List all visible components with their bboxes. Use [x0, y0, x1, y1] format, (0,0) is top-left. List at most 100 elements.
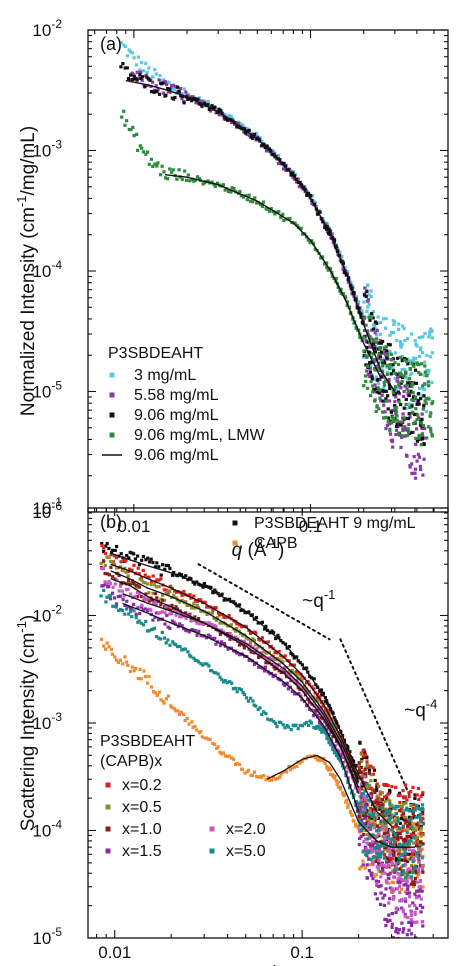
- data-point: [262, 640, 266, 644]
- data-point: [399, 843, 403, 847]
- data-point: [241, 690, 245, 695]
- data-point: [362, 384, 366, 388]
- data-point: [390, 922, 394, 926]
- data-point: [417, 847, 421, 851]
- data-point: [319, 256, 323, 260]
- data-point: [188, 179, 192, 183]
- data-point: [410, 809, 414, 813]
- data-point: [279, 667, 283, 671]
- data-point: [115, 566, 119, 570]
- data-point: [394, 409, 399, 414]
- data-point: [255, 774, 259, 779]
- data-point: [428, 414, 432, 418]
- data-point: [404, 801, 408, 805]
- data-point: [232, 757, 236, 761]
- data-point: [394, 820, 398, 824]
- data-point: [391, 825, 395, 829]
- data-point: [183, 169, 187, 173]
- data-point: [218, 750, 222, 754]
- data-point: [389, 372, 393, 376]
- data-point: [235, 762, 239, 766]
- data-point: [379, 884, 383, 888]
- data-point: [168, 612, 172, 616]
- data-point: [193, 615, 197, 619]
- data-point: [388, 350, 392, 354]
- data-point: [135, 132, 139, 136]
- data-point: [423, 364, 427, 368]
- data-point: [424, 397, 428, 401]
- data-point: [260, 636, 264, 640]
- fit-line: [164, 174, 382, 379]
- data-point: [384, 389, 388, 393]
- data-point: [417, 853, 421, 857]
- data-point: [413, 920, 417, 925]
- data-point: [357, 790, 361, 794]
- data-point: [139, 595, 144, 599]
- data-point: [411, 852, 415, 856]
- data-point: [412, 841, 416, 845]
- annotation-text: ~q: [404, 700, 426, 721]
- data-point: [394, 930, 398, 934]
- data-point: [371, 812, 375, 816]
- data-point: [396, 872, 400, 876]
- data-point: [289, 651, 293, 655]
- data-point: [386, 857, 390, 861]
- data-point: [155, 693, 159, 697]
- data-point: [387, 378, 391, 382]
- data-point: [405, 891, 409, 896]
- data-point: [136, 148, 140, 152]
- data-point: [293, 174, 297, 178]
- data-point: [382, 403, 386, 407]
- data-point: [411, 857, 415, 861]
- data-point: [400, 878, 404, 882]
- data-point: [391, 445, 395, 449]
- data-point: [155, 603, 159, 607]
- data-point: [331, 773, 335, 777]
- data-point: [430, 351, 434, 355]
- data-point: [419, 843, 423, 847]
- data-point: [295, 180, 299, 184]
- data-point: [260, 712, 264, 717]
- data-point: [212, 623, 216, 627]
- data-point: [244, 644, 249, 648]
- data-point: [128, 50, 133, 54]
- data-point: [385, 860, 389, 864]
- data-point: [132, 552, 136, 556]
- data-point: [111, 585, 115, 589]
- data-point: [402, 374, 406, 378]
- data-point: [126, 578, 131, 582]
- data-point: [281, 723, 285, 727]
- y-tick-exponent: -6: [51, 499, 62, 513]
- data-point: [393, 390, 398, 394]
- data-point: [212, 670, 216, 675]
- data-point: [192, 602, 196, 606]
- data-point: [363, 789, 367, 793]
- data-point: [415, 854, 419, 858]
- data-point: [369, 792, 373, 796]
- data-point: [243, 771, 247, 775]
- data-point: [373, 826, 377, 830]
- data-point: [396, 931, 400, 935]
- data-point: [377, 352, 381, 356]
- data-point: [411, 395, 416, 399]
- data-point: [404, 370, 408, 374]
- data-point: [143, 674, 148, 679]
- data-point: [345, 270, 350, 274]
- data-point: [238, 126, 242, 130]
- data-point: [340, 764, 345, 768]
- data-point: [362, 795, 366, 799]
- data-point: [157, 690, 161, 694]
- data-point: [200, 735, 204, 739]
- data-point: [381, 835, 385, 839]
- data-point: [256, 136, 260, 140]
- data-point: [422, 403, 426, 407]
- data-point: [420, 412, 424, 416]
- data-point: [398, 340, 403, 344]
- data-point: [377, 355, 381, 359]
- data-point: [177, 572, 182, 576]
- data-point: [274, 154, 278, 159]
- data-point: [335, 782, 339, 786]
- data-point: [229, 190, 233, 194]
- data-point: [425, 436, 429, 440]
- data-point: [184, 611, 188, 615]
